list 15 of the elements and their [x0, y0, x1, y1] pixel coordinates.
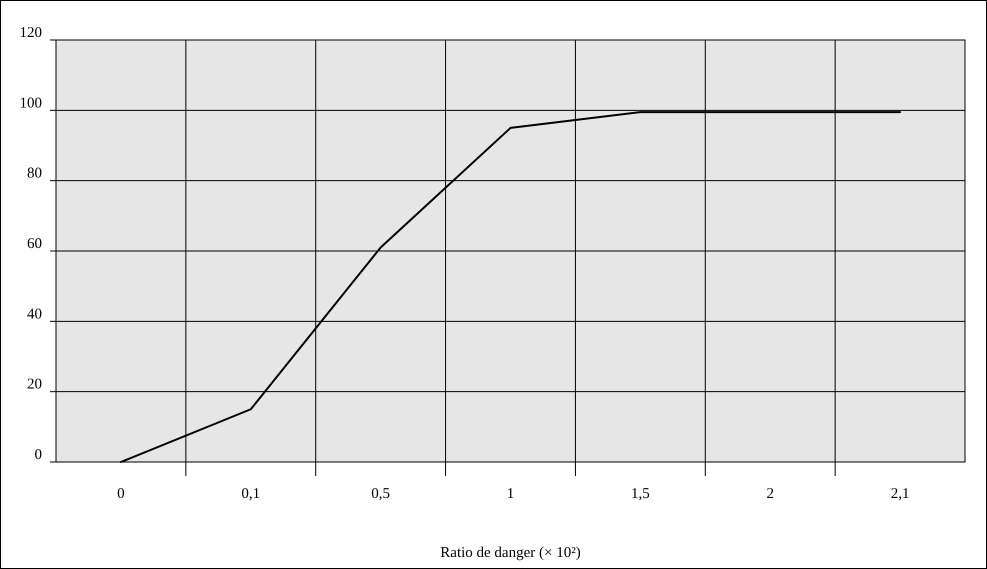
y-tick-label: 120	[20, 25, 42, 41]
y-tick-label: 100	[20, 95, 42, 112]
y-tick-label: 60	[27, 236, 42, 252]
y-tick-label: 80	[27, 166, 42, 182]
y-tick-label: 0	[34, 447, 42, 463]
x-tick-label: 1,5	[630, 486, 650, 502]
x-tick-label: 2,1	[890, 486, 910, 502]
x-tick-label: 0	[117, 486, 125, 502]
x-tick-label: 0,1	[241, 486, 260, 502]
x-axis-title: Ratio de danger (× 10²)	[440, 545, 581, 561]
x-tick-label: 1	[506, 486, 514, 502]
y-tick-label: 20	[27, 376, 42, 393]
x-tick-label: 0,5	[371, 486, 390, 502]
x-tick-label: 2	[766, 486, 774, 502]
y-tick-label: 40	[27, 306, 42, 322]
